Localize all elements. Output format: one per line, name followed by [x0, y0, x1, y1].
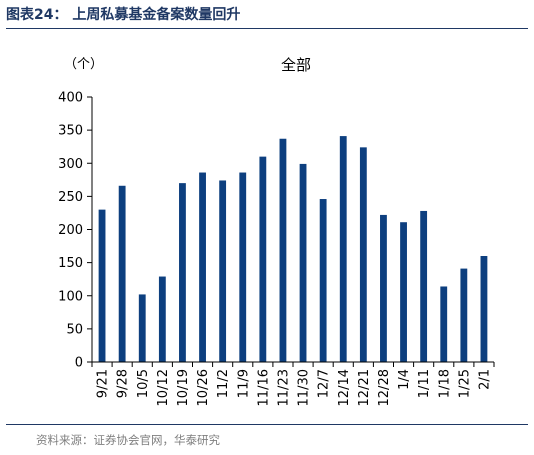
bar-1/25 [460, 268, 468, 362]
y-tick-label: 400 [58, 91, 83, 106]
x-tick-label: 9/21 [96, 369, 111, 398]
y-axis: 0 50 100 150 200 250 300 350 400 [58, 91, 93, 371]
bar-11/2 [219, 180, 227, 362]
x-tick-label: 11/2 [216, 369, 231, 398]
y-tick-label: 200 [58, 223, 83, 238]
figure-title: 图表24： 上周私募基金备案数量回升 [6, 4, 240, 24]
figure-caption: 上周私募基金备案数量回升 [72, 7, 241, 23]
bar-series [98, 136, 488, 363]
x-tick-label: 1/11 [417, 369, 432, 398]
x-tick-label: 12/7 [317, 369, 332, 398]
y-tick-label: 50 [66, 322, 83, 337]
bar-chart: 全部 （个） 0 50 100 150 200 250 300 350 400 9/21 9/28… [58, 56, 495, 406]
bar-2/1 [480, 256, 488, 362]
chart-title: 全部 [281, 56, 311, 74]
bar-1/11 [420, 210, 428, 362]
bar-12/28 [380, 214, 387, 362]
footer-divider [6, 424, 528, 425]
y-tick-label: 350 [58, 124, 83, 139]
x-tick-label: 10/5 [136, 369, 151, 398]
bar-1/18 [440, 286, 448, 362]
bar-9/21 [98, 209, 106, 363]
bar-12/7 [319, 199, 327, 362]
bar-11/16 [259, 156, 267, 363]
y-tick-label: 250 [58, 190, 83, 205]
y-tick-label: 150 [58, 256, 83, 271]
bar-11/23 [279, 138, 287, 362]
bar-11/30 [299, 163, 307, 362]
x-axis: 9/21 9/28 10/5 10/12 10/19 10/26 11/2 11/9 11/16… [91, 361, 495, 406]
bar-9/28 [118, 185, 126, 362]
bar-1/4 [400, 222, 407, 362]
x-tick-label: 10/12 [156, 369, 171, 406]
bar-11/9 [239, 172, 247, 362]
x-tick-label: 12/14 [337, 369, 352, 406]
bar-12/14 [339, 136, 347, 362]
bar-10/19 [179, 183, 186, 363]
y-tick-label: 300 [58, 157, 83, 172]
x-tick-label: 10/19 [176, 369, 191, 406]
x-tick-label: 1/4 [397, 369, 412, 390]
x-tick-label: 9/28 [116, 369, 131, 398]
bar-10/26 [199, 172, 206, 362]
bar-12/21 [359, 147, 367, 362]
figure-label: 图表24： [6, 7, 68, 23]
x-tick-label: 12/21 [357, 369, 372, 406]
x-tick-label: 11/9 [236, 369, 251, 398]
bar-10/12 [158, 276, 166, 362]
x-tick-label: 1/18 [437, 369, 452, 398]
x-tick-label: 1/25 [457, 369, 472, 398]
y-tick-label: 100 [58, 289, 83, 304]
y-tick-label: 0 [75, 356, 83, 371]
x-tick-label: 11/16 [256, 369, 271, 406]
x-tick-label: 11/23 [276, 369, 291, 406]
x-tick-label: 11/30 [297, 369, 312, 406]
x-tick-label: 10/26 [196, 369, 211, 406]
title-divider [6, 28, 528, 29]
x-tick-label: 12/28 [377, 369, 392, 406]
y-axis-unit-label: （个） [64, 57, 103, 72]
x-tick-label: 2/1 [477, 369, 492, 390]
source-note: 资料来源：证券协会官网，华泰研究 [36, 433, 220, 447]
bar-10/5 [138, 294, 146, 362]
